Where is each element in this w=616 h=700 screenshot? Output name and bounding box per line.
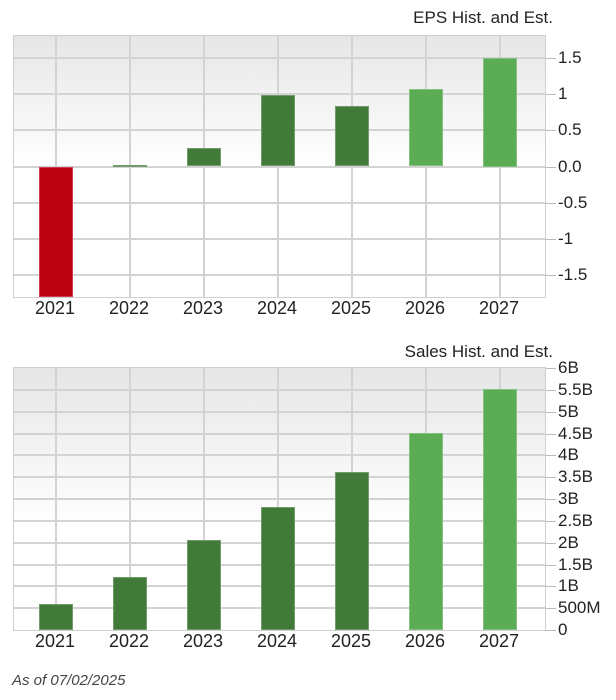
- y-tick-label: -1.5: [558, 265, 588, 285]
- x-tick-label: 2022: [108, 298, 150, 318]
- y-tick-label: 1B: [558, 576, 579, 596]
- y-tick-label: 5B: [558, 401, 579, 421]
- bar-2025: [335, 106, 369, 167]
- horizontal-gridline: [14, 432, 545, 435]
- x-tick-label: 2025: [330, 298, 372, 318]
- x-tick-label: 2023: [182, 631, 224, 651]
- y-tick-label: 2B: [558, 532, 579, 552]
- horizontal-gridline: [14, 388, 545, 391]
- as-of-date: As of 07/02/2025: [12, 672, 126, 689]
- x-tick-label: 2024: [256, 298, 298, 318]
- y-tick-mark: [546, 433, 556, 435]
- y-tick-label: 500M: [558, 598, 601, 618]
- y-tick-mark: [546, 368, 556, 369]
- horizontal-gridline: [14, 274, 545, 277]
- horizontal-gridline: [14, 238, 545, 240]
- bar-2021: [39, 603, 73, 630]
- y-tick-mark: [546, 275, 556, 277]
- y-tick-label: 3B: [558, 489, 579, 508]
- sales-chart: Sales Hist. and Est. 6B 5.5B 5B 4.5B 4B 3.5B 3…: [13, 342, 601, 651]
- bar-2024: [261, 506, 295, 630]
- x-tick-label: 2021: [34, 298, 76, 318]
- y-tick-mark: [546, 520, 556, 522]
- horizontal-gridline: [14, 201, 545, 204]
- y-tick-label: 4.5B: [558, 423, 593, 443]
- y-tick-mark: [546, 477, 556, 479]
- bar-2023: [187, 540, 221, 630]
- bar-2022: [113, 576, 147, 630]
- bar-2022: [113, 165, 147, 168]
- y-tick-label: 2.5B: [558, 510, 593, 530]
- bar-2026: [409, 433, 443, 630]
- y-tick-mark: [546, 608, 556, 610]
- y-tick-mark: [546, 564, 556, 566]
- horizontal-gridline: [14, 410, 545, 413]
- y-tick-label: -0.5: [558, 192, 588, 212]
- bar-2027: [483, 388, 517, 630]
- y-tick-label: 0.5: [558, 120, 582, 140]
- x-tick-label: 2025: [330, 631, 372, 651]
- y-tick-label: 5.5B: [558, 379, 593, 399]
- y-tick-label: 3.5B: [558, 467, 593, 487]
- y-tick-label: 6B: [558, 358, 579, 377]
- bar-2024: [261, 94, 295, 167]
- y-tick-label: -1: [558, 229, 574, 248]
- y-tick-mark: [546, 411, 556, 413]
- y-tick-mark: [546, 389, 556, 391]
- y-tick-mark: [546, 239, 556, 240]
- y-tick-mark: [546, 94, 556, 95]
- y-tick-mark: [546, 630, 556, 631]
- bar-2026: [409, 88, 443, 167]
- sales-plot-area: [13, 367, 546, 631]
- y-tick-label: 0: [558, 620, 568, 639]
- horizontal-gridline: [14, 93, 545, 95]
- sales-chart-title: Sales Hist. and Est.: [404, 342, 553, 361]
- bar-2021: [39, 166, 73, 297]
- y-tick-mark: [546, 455, 556, 457]
- y-tick-label: 0.0: [558, 156, 582, 176]
- bar-2027: [483, 57, 517, 167]
- bar-2025: [335, 471, 369, 630]
- horizontal-gridline: [14, 498, 545, 500]
- x-tick-label: 2026: [404, 298, 446, 318]
- horizontal-gridline: [14, 476, 545, 479]
- y-tick-mark: [546, 130, 556, 132]
- y-tick-label: 1.5: [558, 47, 582, 67]
- y-tick-mark: [546, 586, 556, 588]
- eps-chart: EPS Hist. and Est. 1.5 1 0.5 0.0 -0.5 -1 -1.5 …: [0, 0, 616, 330]
- horizontal-gridline: [14, 165, 545, 168]
- y-tick-mark: [546, 542, 556, 544]
- x-tick-label: 2024: [256, 631, 298, 651]
- horizontal-gridline: [14, 454, 545, 457]
- x-tick-label: 2026: [404, 631, 446, 651]
- horizontal-gridline: [14, 56, 545, 59]
- eps-chart-title: EPS Hist. and Est.: [413, 8, 553, 27]
- x-tick-label: 2027: [478, 298, 520, 318]
- bar-2023: [187, 147, 221, 167]
- y-tick-mark: [546, 57, 556, 59]
- y-tick-mark: [546, 202, 556, 204]
- y-tick-mark: [546, 166, 556, 168]
- y-tick-label: 1: [558, 84, 568, 103]
- x-tick-label: 2027: [478, 631, 520, 651]
- y-tick-label: 1.5B: [558, 554, 593, 574]
- x-tick-label: 2022: [108, 631, 150, 651]
- y-tick-mark: [546, 499, 556, 500]
- x-tick-label: 2021: [34, 631, 76, 651]
- eps-plot-area: [13, 35, 546, 298]
- x-tick-label: 2023: [182, 298, 224, 318]
- y-tick-label: 4B: [558, 445, 579, 465]
